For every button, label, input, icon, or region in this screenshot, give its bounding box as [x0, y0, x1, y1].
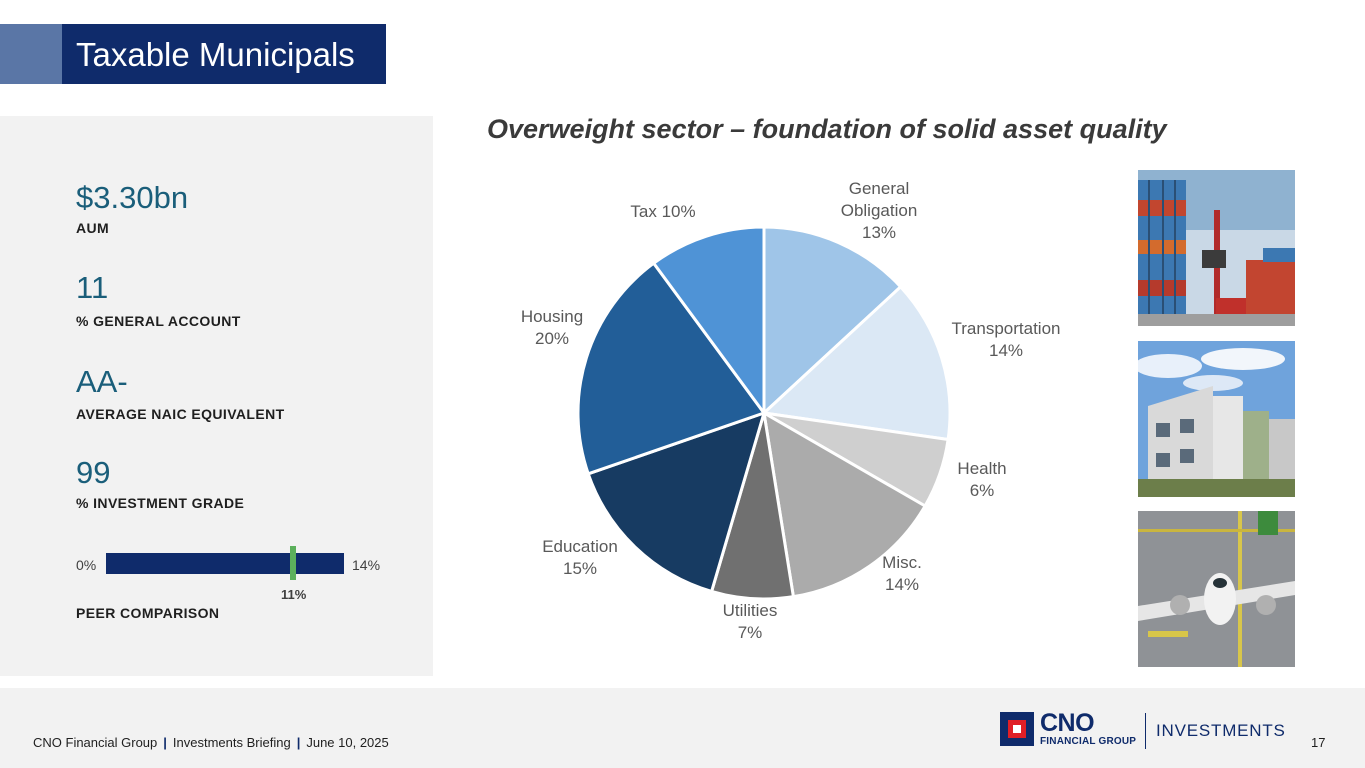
page-number: 17: [1311, 735, 1326, 750]
logo-subtitle: FINANCIAL GROUP: [1040, 736, 1137, 747]
pie-slice: [762, 410, 928, 599]
footer-separator: |: [296, 735, 301, 750]
photo-airplane: [1138, 511, 1295, 667]
photo-apartment-buildings: [1138, 341, 1295, 497]
chart-subtitle: Overweight sector – foundation of solid …: [487, 114, 1167, 144]
peer-max-label: 14%: [352, 557, 381, 573]
pie-slice: [576, 261, 767, 476]
pie-slice: [586, 410, 767, 594]
logo-divider: [1145, 713, 1146, 749]
metric-general-account-value: 11: [76, 270, 109, 305]
peer-comparison-label: PEER COMPARISON: [76, 605, 220, 621]
footer-text: CNO Financial Group | Investments Briefing…: [33, 735, 389, 750]
peer-value-label: 11%: [281, 587, 307, 602]
cno-logo-icon: [1000, 712, 1034, 746]
footer-separator: |: [163, 735, 167, 750]
metrics-panel: [0, 116, 433, 676]
peer-value-marker: [290, 546, 296, 580]
pie-slice-label: Misc. 14%: [882, 553, 922, 594]
peer-min-label: 0%: [76, 557, 97, 573]
metric-investment-grade-value: 99: [76, 455, 111, 490]
logo-division: INVESTMENTS: [1156, 721, 1286, 740]
title-bar: [62, 24, 386, 84]
title-accent-block: [0, 24, 62, 84]
photo-shipping-containers: [1138, 170, 1295, 326]
pie-slice: [760, 284, 952, 442]
metric-aum-value: $3.30bn: [76, 180, 189, 215]
sector-pie-chart: General Obligation 13% Transportation 14% Hea…: [521, 179, 1061, 642]
metric-general-account-label: % GENERAL ACCOUNT: [76, 313, 241, 329]
footer-company: CNO Financial Group: [33, 735, 158, 750]
footer-band: [0, 688, 1365, 768]
pie-slice: [651, 225, 766, 418]
pie-slice-label: Utilities 7%: [723, 601, 778, 642]
metric-investment-grade-label: % INVESTMENT GRADE: [76, 495, 245, 511]
metric-naic-label: AVERAGE NAIC EQUIVALENT: [76, 406, 285, 422]
pie-slice-label: General Obligation 13%: [841, 179, 918, 242]
metric-naic-value: AA-: [76, 364, 128, 399]
logo-name: CNO: [1040, 709, 1095, 737]
pie-slice-label: Health 6%: [957, 459, 1006, 500]
pie-slice-label: Tax 10%: [630, 202, 695, 221]
footer-event: Investments Briefing: [172, 735, 291, 750]
footer-date: June 10, 2025: [306, 735, 389, 750]
pie-slice: [762, 225, 903, 417]
slide-title: Taxable Municipals: [76, 36, 355, 73]
peer-comparison-bar: [106, 553, 344, 574]
pie-slice-label: Transportation 14%: [952, 319, 1061, 360]
pie-slice-label: Education 15%: [542, 537, 618, 578]
metric-aum-label: AUM: [76, 220, 110, 236]
pie-slice-label: Housing 20%: [521, 307, 583, 348]
